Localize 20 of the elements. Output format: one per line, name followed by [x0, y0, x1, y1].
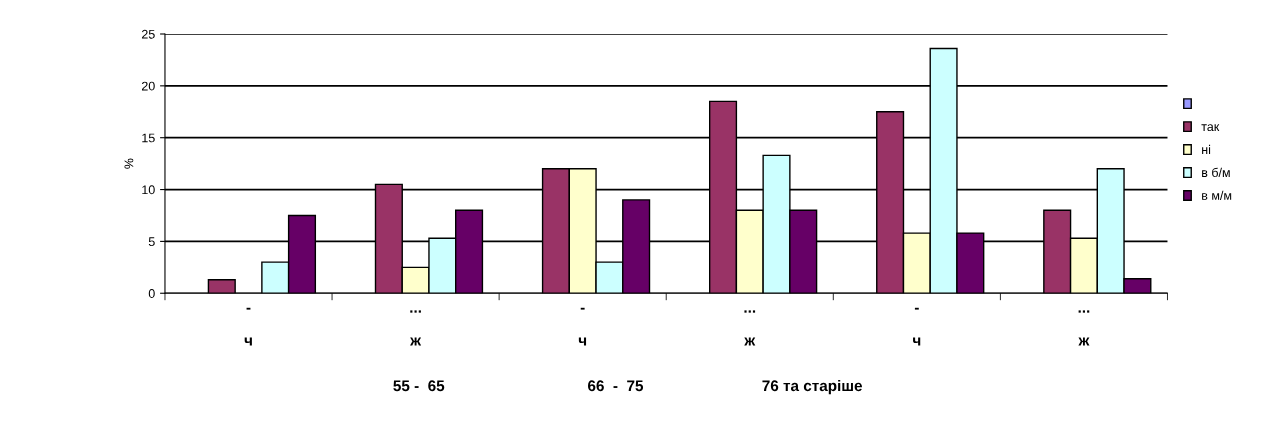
legend-label: ні	[1202, 144, 1211, 154]
legend-label: в м/м	[1202, 190, 1232, 200]
category-label: - ч	[578, 307, 587, 346]
y-tick-label: 15	[142, 133, 155, 143]
y-axis-title: %	[124, 158, 134, 169]
legend-label: в б/м	[1202, 167, 1230, 178]
text: 76 та старіше	[762, 379, 863, 395]
text: 66 - 75	[588, 380, 644, 392]
y-tick-label: 0	[148, 289, 155, 298]
category-label: - ч	[913, 307, 921, 346]
y-tick-label: 25	[141, 29, 155, 39]
legend-label: так	[1201, 124, 1220, 132]
category-label: - ч	[244, 307, 252, 346]
category-label: ... ж	[410, 310, 422, 346]
y-tick-label: 20	[141, 81, 155, 91]
category-label: ... ж	[744, 310, 756, 346]
category-label: ... ж	[1078, 310, 1090, 346]
y-tick-label: 5	[148, 237, 155, 247]
y-tick-label: 10	[142, 185, 155, 195]
text: 55 - 65	[393, 380, 445, 392]
